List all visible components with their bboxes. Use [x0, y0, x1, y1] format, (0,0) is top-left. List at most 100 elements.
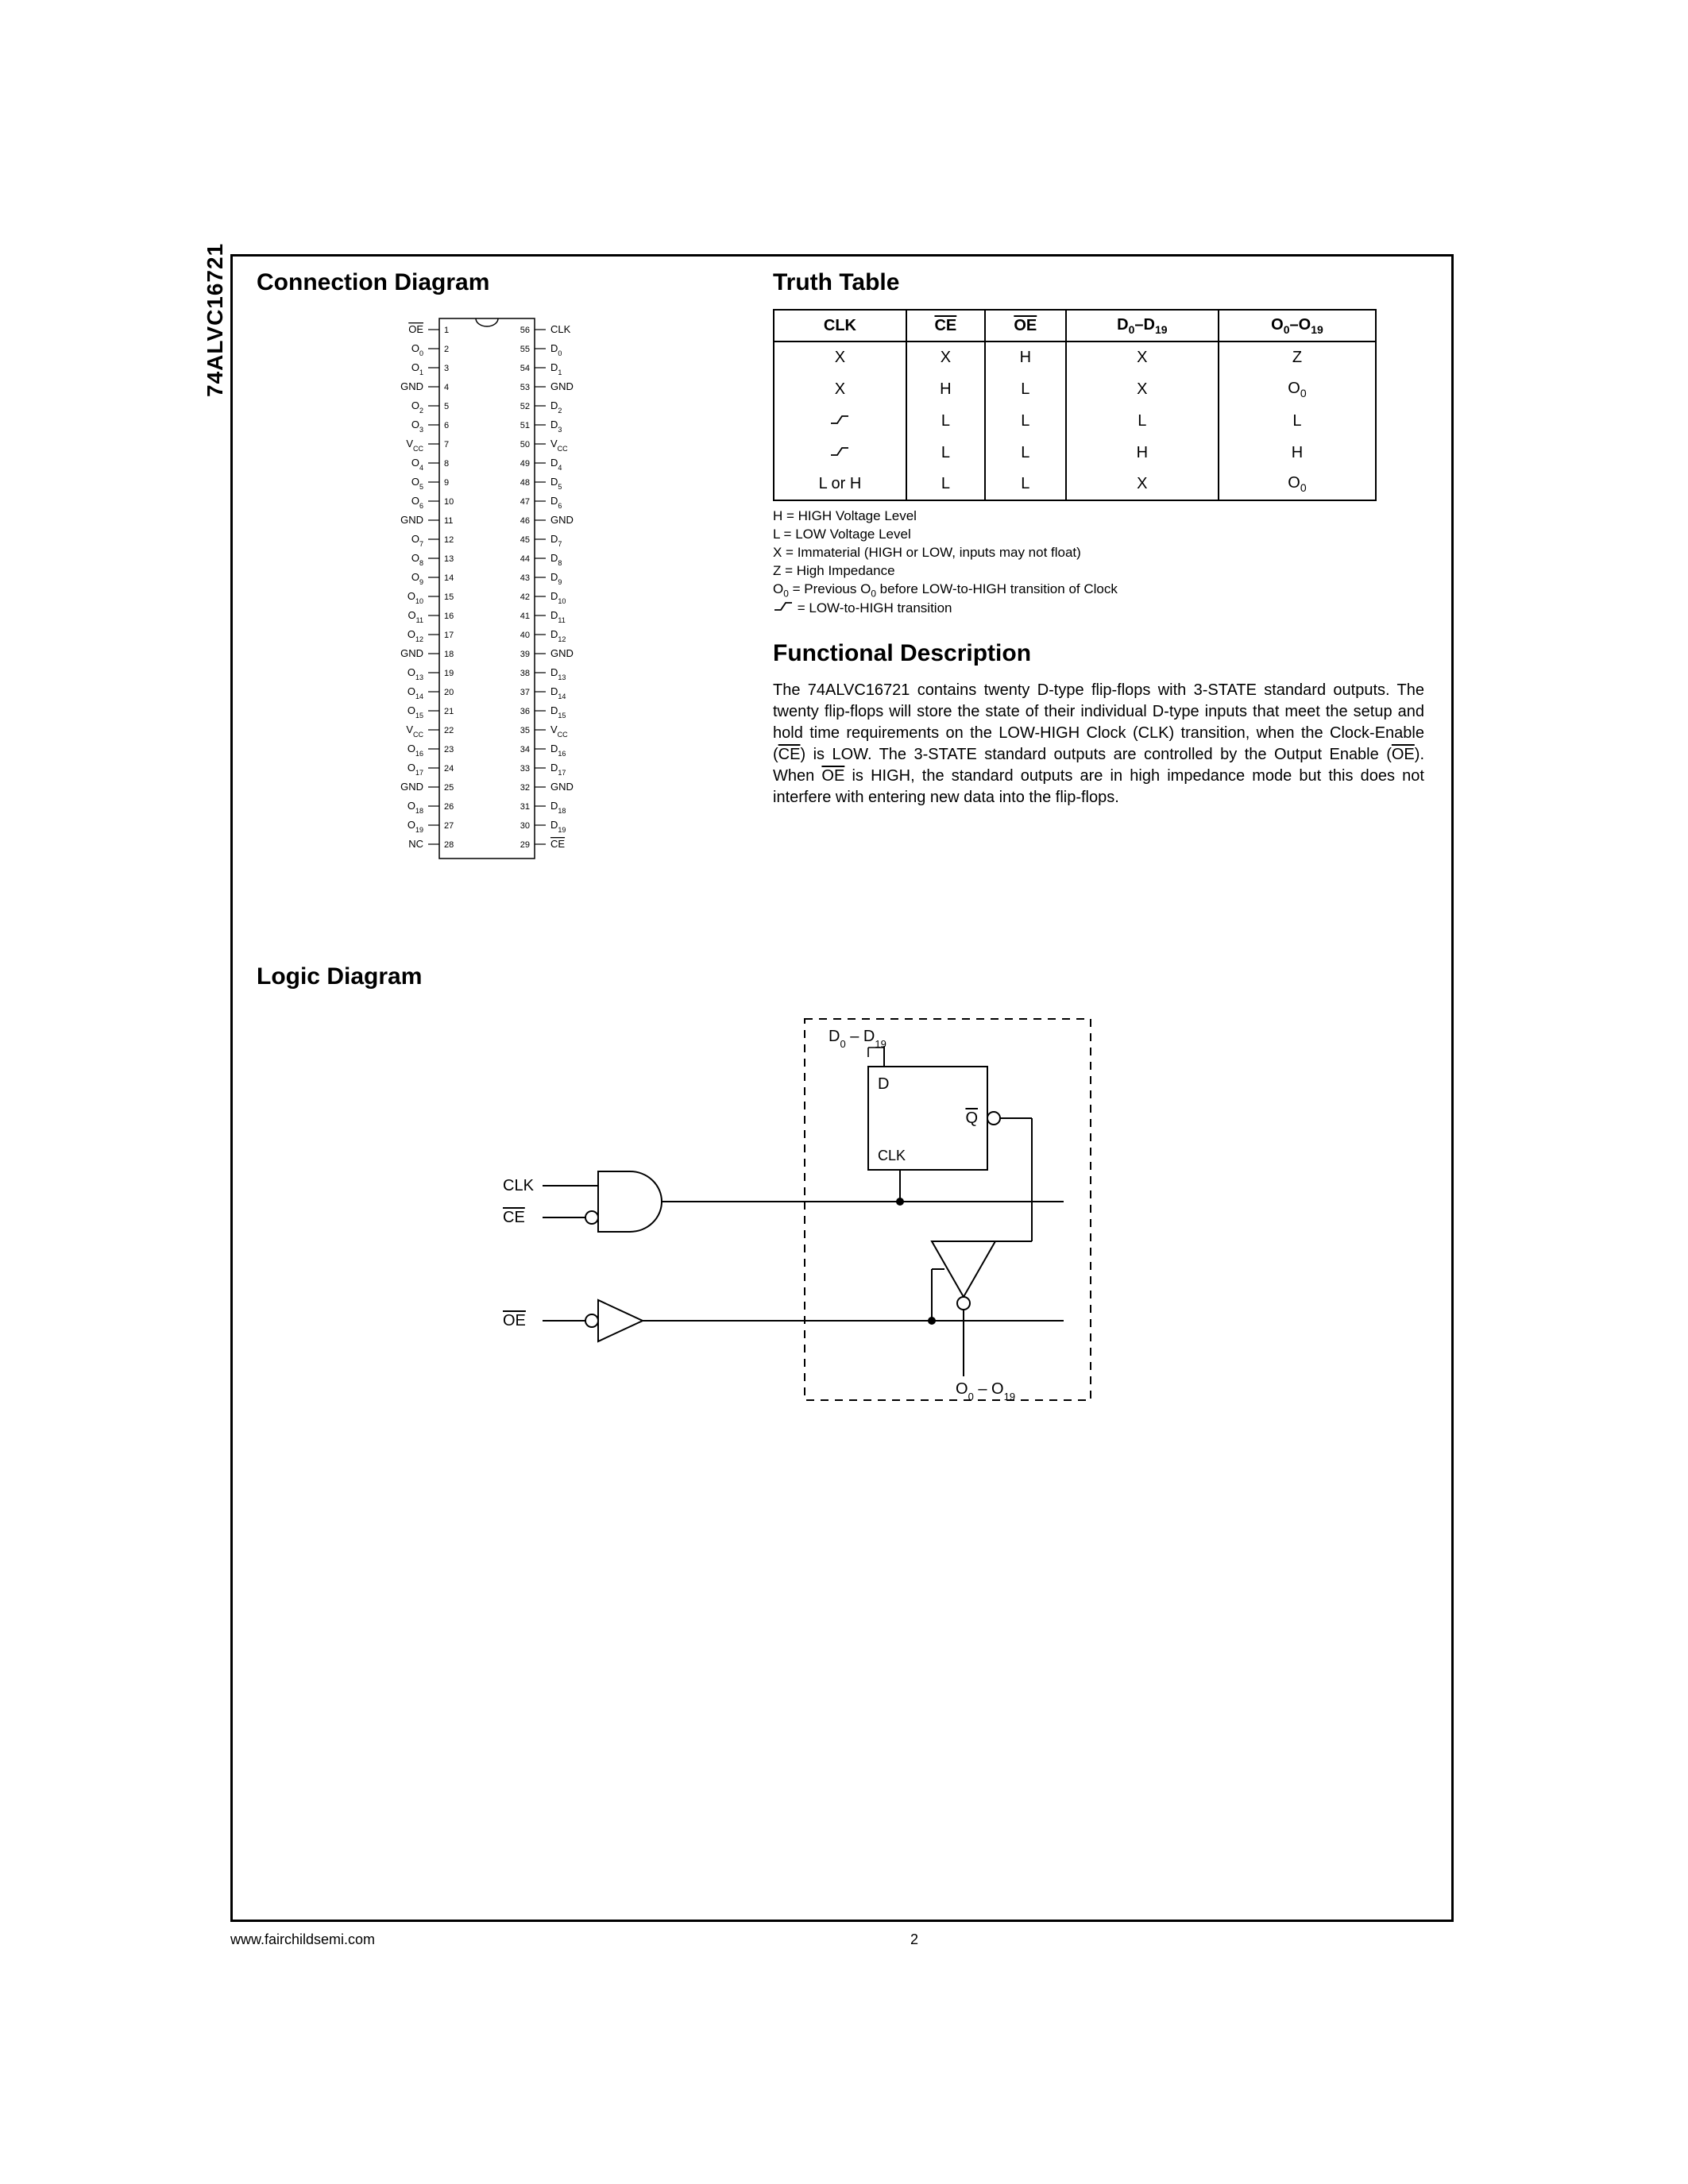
svg-text:NC: NC — [408, 838, 423, 850]
svg-text:25: 25 — [444, 783, 454, 793]
svg-text:D: D — [878, 1075, 889, 1093]
svg-text:18: 18 — [444, 650, 454, 659]
legend-line: L = LOW Voltage Level — [773, 526, 1424, 544]
svg-text:5: 5 — [444, 402, 449, 411]
svg-text:42: 42 — [520, 592, 530, 602]
svg-text:1: 1 — [444, 326, 449, 335]
svg-text:23: 23 — [444, 745, 454, 754]
truth-table-cell: O0 — [1219, 469, 1376, 500]
legend-line: X = Immaterial (HIGH or LOW, inputs may … — [773, 544, 1424, 562]
svg-text:D6: D6 — [550, 495, 562, 510]
svg-text:VCC: VCC — [406, 438, 423, 453]
truth-table-cell: X — [1066, 373, 1219, 405]
svg-text:O1: O1 — [411, 361, 423, 376]
svg-text:O8: O8 — [411, 552, 423, 567]
svg-text:O12: O12 — [408, 628, 423, 643]
svg-text:CLK: CLK — [878, 1148, 906, 1163]
truth-table-cell: L — [906, 405, 985, 437]
svg-text:D13: D13 — [550, 666, 566, 681]
svg-text:O18: O18 — [408, 800, 423, 815]
svg-text:O13: O13 — [408, 666, 423, 681]
truth-table-title: Truth Table — [773, 269, 1424, 296]
truth-table-cell: L — [906, 437, 985, 469]
svg-text:43: 43 — [520, 573, 530, 583]
svg-text:45: 45 — [520, 535, 530, 545]
svg-text:O4: O4 — [411, 457, 423, 472]
svg-text:D0 – D19: D0 – D19 — [829, 1028, 886, 1050]
svg-text:49: 49 — [520, 459, 530, 469]
svg-text:31: 31 — [520, 802, 530, 812]
svg-text:13: 13 — [444, 554, 454, 564]
svg-text:OE: OE — [408, 323, 423, 335]
svg-text:16: 16 — [444, 612, 454, 621]
svg-text:O3: O3 — [411, 419, 423, 434]
part-number-sidebar: 74ALVC16721 — [203, 100, 228, 254]
footer-page-number: 2 — [230, 1931, 1454, 1948]
svg-text:41: 41 — [520, 612, 530, 621]
truth-table-legend: H = HIGH Voltage LevelL = LOW Voltage Le… — [773, 507, 1424, 618]
svg-text:33: 33 — [520, 764, 530, 774]
svg-text:D14: D14 — [550, 685, 566, 700]
svg-text:37: 37 — [520, 688, 530, 697]
svg-text:GND: GND — [400, 647, 423, 659]
svg-text:D16: D16 — [550, 743, 566, 758]
svg-text:O0: O0 — [411, 342, 423, 357]
svg-text:GND: GND — [550, 380, 574, 392]
logic-diagram-section: Logic Diagram D0 – D19DQCLKCLKCEOEO0 – O… — [257, 963, 1432, 1436]
svg-text:O14: O14 — [408, 685, 423, 700]
legend-line: H = HIGH Voltage Level — [773, 507, 1424, 526]
svg-text:46: 46 — [520, 516, 530, 526]
svg-text:D12: D12 — [550, 628, 566, 643]
truth-table-header-cell: CLK — [774, 310, 906, 341]
truth-table-header-cell: OE — [985, 310, 1066, 341]
logic-diagram-svg: D0 – D19DQCLKCLKCEOEO0 – O19 — [487, 1003, 1218, 1432]
svg-text:GND: GND — [400, 380, 423, 392]
truth-table-cell: L — [985, 469, 1066, 500]
svg-text:20: 20 — [444, 688, 454, 697]
right-column: Truth Table CLKCEOED0–D19O0–O19 XXHXZXHL… — [773, 269, 1424, 808]
svg-text:36: 36 — [520, 707, 530, 716]
svg-text:11: 11 — [444, 516, 453, 526]
svg-text:D1: D1 — [550, 361, 562, 376]
truth-table-cell: H — [1219, 437, 1376, 469]
svg-text:27: 27 — [444, 821, 454, 831]
truth-table-cell: L — [1066, 405, 1219, 437]
truth-table-header-cell: CE — [906, 310, 985, 341]
truth-table-header-cell: D0–D19 — [1066, 310, 1219, 341]
svg-text:26: 26 — [444, 802, 454, 812]
svg-text:O15: O15 — [408, 704, 423, 720]
svg-text:D5: D5 — [550, 476, 562, 491]
legend-line: = LOW-to-HIGH transition — [773, 600, 1424, 618]
truth-table-cell — [774, 437, 906, 469]
svg-text:44: 44 — [520, 554, 530, 564]
svg-text:53: 53 — [520, 383, 530, 392]
svg-text:GND: GND — [400, 514, 423, 526]
svg-text:D7: D7 — [550, 533, 562, 548]
truth-table-cell: O0 — [1219, 373, 1376, 405]
svg-text:50: 50 — [520, 440, 530, 450]
svg-text:54: 54 — [520, 364, 530, 373]
svg-text:O19: O19 — [408, 819, 423, 834]
svg-text:D17: D17 — [550, 762, 566, 777]
svg-text:Q: Q — [965, 1109, 978, 1127]
svg-text:O6: O6 — [411, 495, 423, 510]
svg-text:O9: O9 — [411, 571, 423, 586]
svg-text:VCC: VCC — [406, 723, 423, 739]
svg-text:D18: D18 — [550, 800, 566, 815]
svg-text:O11: O11 — [408, 609, 423, 624]
svg-text:2: 2 — [444, 345, 449, 354]
page-footer: www.fairchildsemi.com 2 — [230, 1931, 1454, 1948]
svg-text:17: 17 — [444, 631, 454, 640]
connection-diagram-section: Connection Diagram 1OE2O03O14GND5O26O37V… — [257, 269, 733, 873]
truth-table-cell: L or H — [774, 469, 906, 500]
svg-text:12: 12 — [444, 535, 454, 545]
svg-text:D3: D3 — [550, 419, 562, 434]
truth-table-cell: H — [1066, 437, 1219, 469]
svg-text:D2: D2 — [550, 399, 562, 415]
svg-text:51: 51 — [520, 421, 530, 430]
svg-text:D8: D8 — [550, 552, 562, 567]
svg-text:D10: D10 — [550, 590, 566, 605]
svg-text:O17: O17 — [408, 762, 423, 777]
footer-url: www.fairchildsemi.com — [230, 1931, 375, 1948]
svg-text:6: 6 — [444, 421, 449, 430]
